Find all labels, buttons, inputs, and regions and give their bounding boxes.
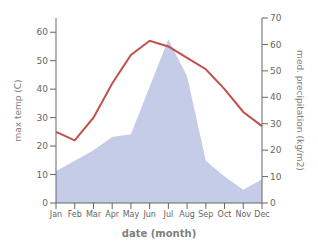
svg-text:Dec: Dec bbox=[254, 210, 269, 219]
svg-text:Apr: Apr bbox=[105, 210, 120, 219]
svg-text:Jul: Jul bbox=[163, 210, 174, 219]
svg-text:10: 10 bbox=[37, 170, 49, 180]
svg-text:40: 40 bbox=[270, 92, 282, 102]
svg-text:10: 10 bbox=[270, 172, 282, 182]
svg-text:0: 0 bbox=[270, 198, 276, 208]
svg-text:Feb: Feb bbox=[68, 210, 82, 219]
svg-text:30: 30 bbox=[37, 113, 49, 123]
svg-text:50: 50 bbox=[37, 56, 49, 66]
svg-text:60: 60 bbox=[270, 40, 282, 50]
svg-text:Jun: Jun bbox=[142, 210, 156, 219]
svg-text:Jan: Jan bbox=[49, 210, 62, 219]
svg-text:Oct: Oct bbox=[218, 210, 232, 219]
svg-text:date (month): date (month) bbox=[122, 228, 196, 239]
svg-text:max temp (C): max temp (C) bbox=[13, 79, 23, 141]
svg-text:70: 70 bbox=[270, 13, 282, 23]
svg-text:60: 60 bbox=[37, 27, 49, 37]
svg-text:30: 30 bbox=[270, 119, 282, 129]
svg-text:0: 0 bbox=[42, 198, 48, 208]
svg-text:20: 20 bbox=[37, 141, 49, 151]
svg-text:40: 40 bbox=[37, 84, 49, 94]
svg-text:med. precipitation (kg/m2): med. precipitation (kg/m2) bbox=[295, 50, 305, 171]
svg-text:May: May bbox=[123, 210, 140, 219]
svg-text:Aug: Aug bbox=[179, 210, 195, 219]
svg-text:Sep: Sep bbox=[198, 210, 213, 219]
svg-text:Mar: Mar bbox=[86, 210, 102, 219]
svg-text:20: 20 bbox=[270, 145, 282, 155]
svg-text:Nov: Nov bbox=[235, 210, 251, 219]
svg-text:50: 50 bbox=[270, 66, 282, 76]
